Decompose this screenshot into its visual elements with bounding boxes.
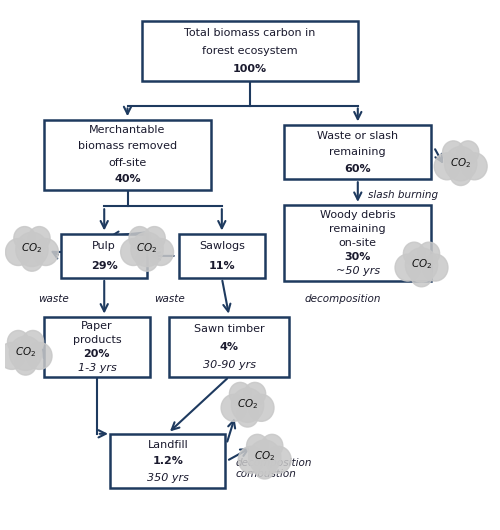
Circle shape <box>21 249 42 271</box>
Text: forest ecosystem: forest ecosystem <box>202 46 298 56</box>
Circle shape <box>244 382 266 405</box>
Circle shape <box>15 352 36 375</box>
Text: CO$_2$: CO$_2$ <box>237 398 258 411</box>
Text: 1.2%: 1.2% <box>152 456 184 466</box>
Text: 100%: 100% <box>233 64 267 74</box>
Text: CO$_2$: CO$_2$ <box>136 242 158 255</box>
Circle shape <box>22 330 44 354</box>
Text: 4%: 4% <box>220 342 238 352</box>
Circle shape <box>6 238 31 266</box>
Text: 350 yrs: 350 yrs <box>147 473 189 483</box>
Text: 30%: 30% <box>344 252 371 262</box>
Circle shape <box>238 446 264 473</box>
Circle shape <box>230 382 251 405</box>
Circle shape <box>26 342 52 369</box>
FancyBboxPatch shape <box>179 234 264 278</box>
Text: 30-90 yrs: 30-90 yrs <box>202 360 256 370</box>
Circle shape <box>28 226 50 250</box>
Circle shape <box>422 254 448 281</box>
Circle shape <box>248 440 281 474</box>
FancyBboxPatch shape <box>284 205 432 280</box>
Text: 29%: 29% <box>91 261 118 270</box>
Text: ~50 yrs: ~50 yrs <box>336 267 380 276</box>
Text: 11%: 11% <box>208 261 235 270</box>
Text: products: products <box>72 335 121 345</box>
Text: decomposition: decomposition <box>236 458 312 469</box>
Text: CO$_2$: CO$_2$ <box>15 346 36 359</box>
FancyBboxPatch shape <box>169 317 289 377</box>
Circle shape <box>136 249 158 271</box>
Circle shape <box>16 232 48 267</box>
Circle shape <box>450 163 471 186</box>
FancyBboxPatch shape <box>142 21 358 81</box>
Text: 60%: 60% <box>344 164 371 173</box>
Text: waste: waste <box>154 294 184 304</box>
Text: remaining: remaining <box>330 224 386 234</box>
Circle shape <box>434 153 460 180</box>
Circle shape <box>406 248 438 282</box>
Text: CO$_2$: CO$_2$ <box>22 242 42 255</box>
Circle shape <box>246 434 268 457</box>
Circle shape <box>444 147 477 181</box>
Text: 40%: 40% <box>114 174 141 184</box>
Text: on-site: on-site <box>339 238 377 248</box>
Circle shape <box>418 242 440 265</box>
Circle shape <box>144 226 165 250</box>
Text: CO$_2$: CO$_2$ <box>450 156 471 170</box>
Circle shape <box>33 238 58 266</box>
Text: Sawn timber: Sawn timber <box>194 324 264 334</box>
Circle shape <box>120 238 146 266</box>
Circle shape <box>237 404 258 427</box>
Circle shape <box>14 226 36 250</box>
Circle shape <box>129 226 150 250</box>
Text: off-site: off-site <box>108 158 146 168</box>
FancyBboxPatch shape <box>62 234 147 278</box>
Circle shape <box>0 342 24 369</box>
Text: CO$_2$: CO$_2$ <box>411 257 432 271</box>
Text: Total biomass carbon in: Total biomass carbon in <box>184 28 316 38</box>
Circle shape <box>232 388 264 422</box>
Circle shape <box>10 336 42 370</box>
Text: Merchantable: Merchantable <box>90 125 166 135</box>
Text: 1-3 yrs: 1-3 yrs <box>78 363 116 373</box>
Circle shape <box>262 434 283 457</box>
Text: Woody debris: Woody debris <box>320 209 396 219</box>
FancyBboxPatch shape <box>44 120 211 190</box>
Circle shape <box>8 330 29 354</box>
Circle shape <box>131 232 164 267</box>
Text: decomposition: decomposition <box>305 294 382 304</box>
Circle shape <box>458 141 479 164</box>
Text: waste: waste <box>38 294 68 304</box>
Circle shape <box>266 446 291 473</box>
Text: biomass removed: biomass removed <box>78 142 177 152</box>
Circle shape <box>254 456 276 479</box>
FancyBboxPatch shape <box>110 434 226 488</box>
Text: remaining: remaining <box>330 147 386 157</box>
Circle shape <box>148 238 174 266</box>
Circle shape <box>410 264 432 287</box>
Text: Paper: Paper <box>81 321 112 331</box>
Circle shape <box>221 394 246 421</box>
FancyBboxPatch shape <box>284 125 432 179</box>
FancyBboxPatch shape <box>44 317 150 377</box>
Circle shape <box>462 153 487 180</box>
Text: Waste or slash: Waste or slash <box>317 130 398 140</box>
Text: Sawlogs: Sawlogs <box>199 241 245 251</box>
Text: combustion: combustion <box>236 470 296 479</box>
Circle shape <box>404 242 425 265</box>
Text: Pulp: Pulp <box>92 241 116 251</box>
Circle shape <box>395 254 420 281</box>
Text: Landfill: Landfill <box>148 439 188 449</box>
Text: slash burning: slash burning <box>368 190 438 200</box>
Text: 20%: 20% <box>84 349 110 359</box>
Circle shape <box>248 394 274 421</box>
Text: CO$_2$: CO$_2$ <box>254 449 276 463</box>
Circle shape <box>442 141 464 164</box>
